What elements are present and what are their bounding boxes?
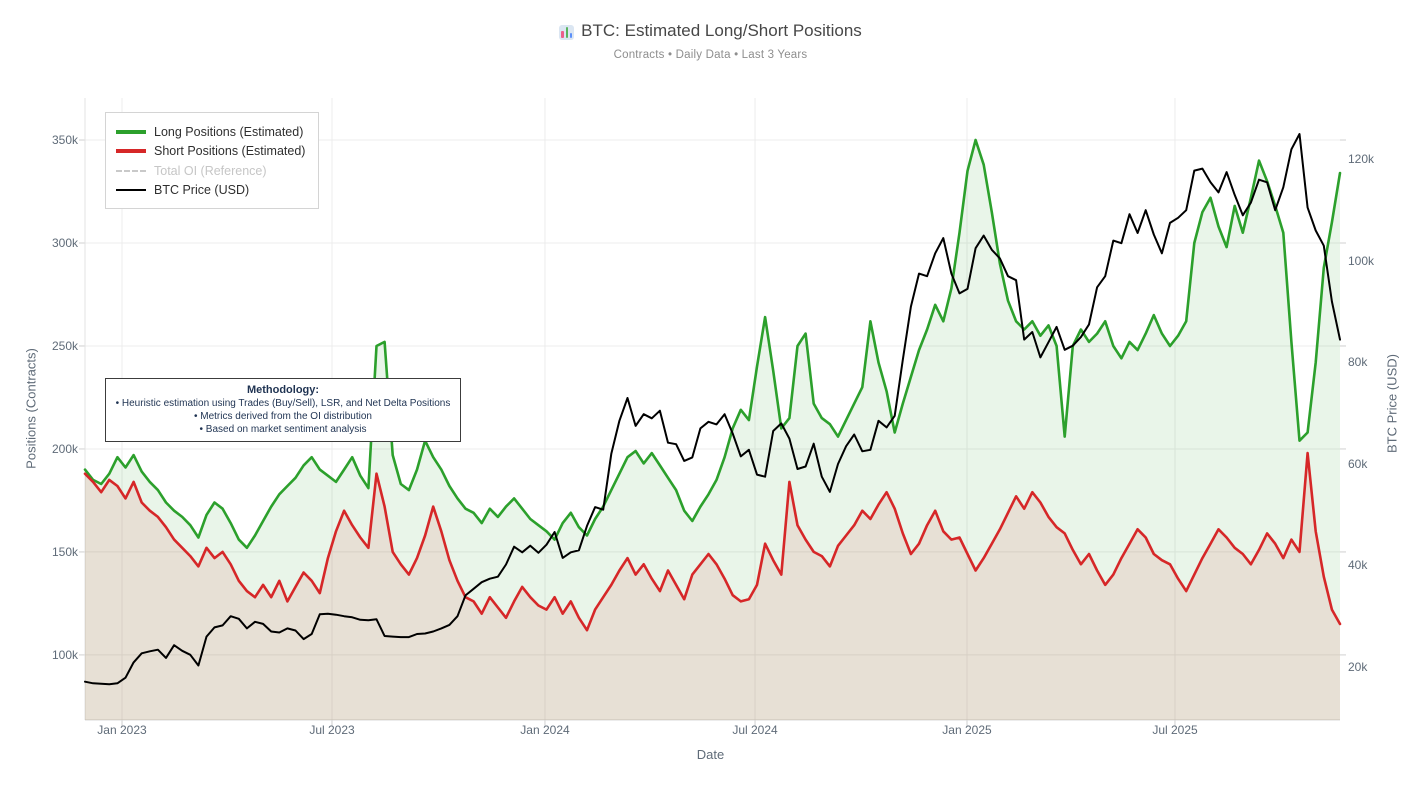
chart-title: BTC: Estimated Long/Short Positions (581, 21, 862, 40)
x-tick: Jan 2025 (942, 723, 992, 737)
methodology-bullet: • Metrics derived from the OI distributi… (193, 411, 372, 422)
x-axis-title: Date (696, 747, 725, 762)
y-left-tick: 350k (51, 133, 78, 147)
legend-item-short-positions[interactable]: Short Positions (Estimated) (116, 142, 305, 162)
y-right-tick: 100k (1348, 254, 1375, 268)
y-right-tick: 60k (1348, 457, 1368, 471)
x-tick: Jul 2023 (309, 723, 355, 737)
methodology-bullet: • Based on market sentiment analysis (199, 424, 367, 435)
chart-subtitle: Contracts • Daily Data • Last 3 Years (613, 49, 808, 61)
legend-item-long-positions[interactable]: Long Positions (Estimated) (116, 122, 305, 142)
y-right-tick: 120k (1348, 152, 1375, 166)
x-tick: Jul 2025 (1152, 723, 1198, 737)
legend-item-total-oi[interactable]: Total OI (Reference) (116, 161, 305, 181)
x-tick: Jul 2024 (732, 723, 778, 737)
legend-item-label: BTC Price (USD) (154, 183, 250, 198)
y-right-tick: 40k (1348, 558, 1368, 572)
legend: Long Positions (Estimated) Short Positio… (105, 112, 320, 209)
legend-item-btc-price[interactable]: BTC Price (USD) (116, 181, 305, 201)
y-left-tick: 300k (51, 236, 78, 250)
y-right-tick: 80k (1348, 355, 1368, 369)
legend-item-label: Short Positions (Estimated) (154, 144, 306, 159)
x-tick: Jan 2023 (97, 723, 147, 737)
legend-item-label: Total OI (Reference) (154, 163, 267, 178)
y-left-tick: 150k (51, 545, 78, 559)
y-left-tick: 200k (51, 442, 78, 456)
y-right-tick: 20k (1348, 660, 1368, 674)
methodology-title: Methodology: (246, 384, 320, 396)
methodology-annotation: Methodology: • Heuristic estimation usin… (105, 378, 461, 442)
short-positions-line-swatch (116, 149, 146, 154)
btc-price-line-swatch (116, 189, 146, 192)
y-axis-title-left: Positions (Contracts) (23, 348, 39, 469)
legend-item-label: Long Positions (Estimated) (154, 124, 304, 139)
y-left-tick: 100k (51, 648, 78, 662)
x-tick: Jan 2024 (520, 723, 570, 737)
total-oi-line-swatch (116, 169, 146, 172)
long-positions-line-swatch (116, 129, 146, 134)
y-left-tick: 250k (51, 339, 78, 353)
y-axis-title-right: BTC Price (USD) (1384, 354, 1400, 453)
methodology-bullet: • Heuristic estimation using Trades (Buy… (115, 398, 451, 409)
bar-chart-icon (559, 25, 575, 40)
chart-title-row: BTC: Estimated Long/Short Positions (0, 21, 1421, 41)
